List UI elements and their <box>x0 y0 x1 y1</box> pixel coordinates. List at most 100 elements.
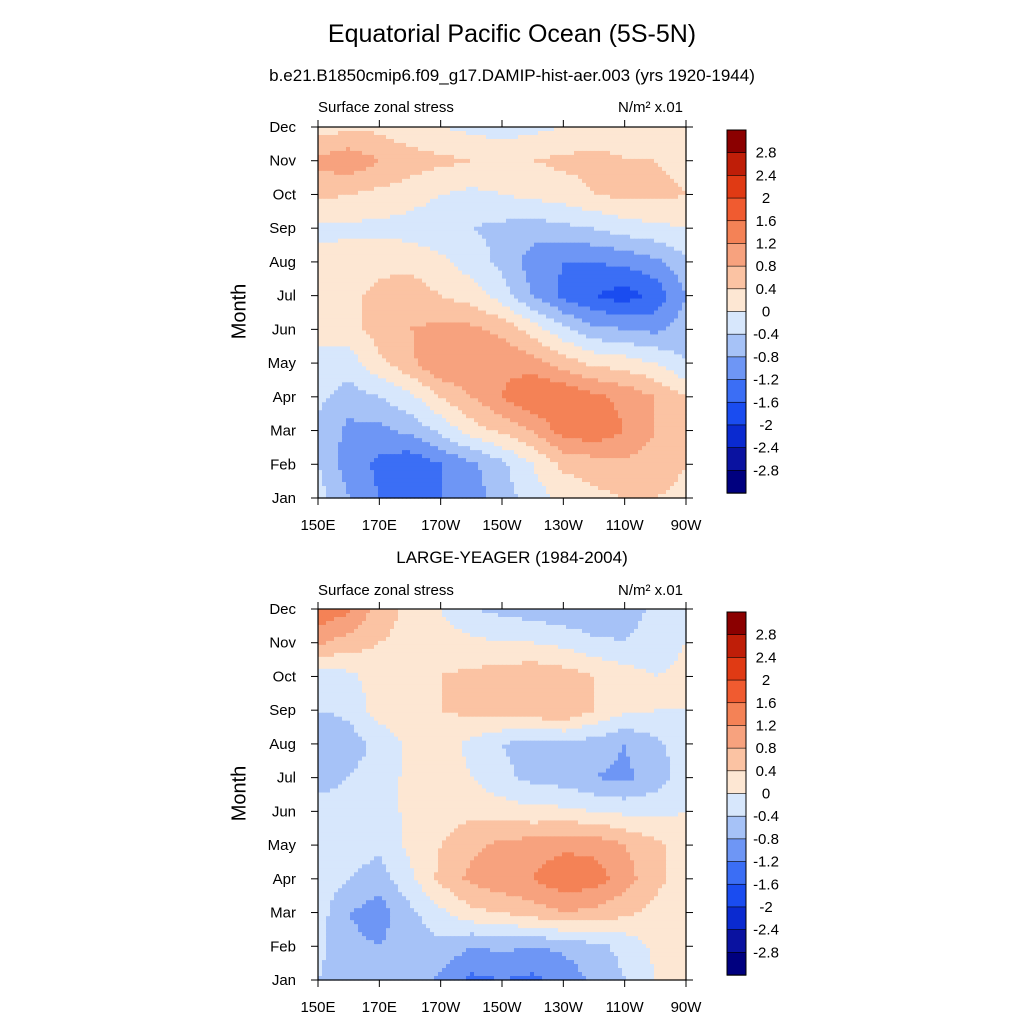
contour-cell <box>630 258 635 264</box>
contour-cell <box>522 218 527 224</box>
contour-cell <box>650 230 655 236</box>
contour-cell <box>550 134 555 140</box>
contour-cell <box>510 298 515 304</box>
contour-cell <box>522 134 527 140</box>
contour-cell <box>658 238 663 244</box>
contour-cell <box>522 162 527 168</box>
contour-cell <box>474 330 479 336</box>
contour-cell <box>410 186 415 192</box>
contour-cell <box>606 154 611 160</box>
contour-cell <box>350 278 355 284</box>
contour-cell <box>682 298 687 304</box>
contour-cell <box>430 238 435 244</box>
contour-cell <box>594 190 599 196</box>
contour-cell <box>682 282 687 288</box>
contour-cell <box>422 266 427 272</box>
contour-cell <box>534 230 539 236</box>
contour-cell <box>370 254 375 260</box>
contour-cell <box>330 178 335 184</box>
contour-cell <box>590 278 595 284</box>
contour-cell <box>682 202 687 208</box>
contour-cell <box>518 298 523 304</box>
contour-cell <box>582 338 587 344</box>
contour-cell <box>658 210 663 216</box>
contour-cell <box>482 158 487 164</box>
contour-cell <box>362 250 367 256</box>
contour-cell <box>638 186 643 192</box>
contour-cell <box>418 302 423 308</box>
contour-cell <box>466 274 471 280</box>
contour-cell <box>450 238 455 244</box>
contour-cell <box>598 310 603 316</box>
contour-cell <box>374 234 379 240</box>
contour-cell <box>478 222 483 228</box>
contour-cell <box>654 198 659 204</box>
contour-cell <box>650 326 655 332</box>
contour-cell <box>578 138 583 144</box>
contour-cell <box>478 306 483 312</box>
contour-cell <box>606 150 611 156</box>
contour-cell <box>462 286 467 292</box>
contour-cell <box>658 250 663 256</box>
contour-cell <box>378 178 383 184</box>
contour-cell <box>342 290 347 296</box>
contour-cell <box>334 266 339 272</box>
contour-cell <box>550 266 555 272</box>
contour-cell <box>386 266 391 272</box>
contour-cell <box>542 330 547 336</box>
contour-cell <box>550 274 555 280</box>
contour-cell <box>654 142 659 148</box>
contour-cell <box>534 166 539 172</box>
contour-cell <box>594 246 599 252</box>
contour-cell <box>426 294 431 300</box>
contour-cell <box>410 202 415 208</box>
contour-cell <box>334 318 339 324</box>
contour-cell <box>374 326 379 332</box>
contour-cell <box>658 198 663 204</box>
contour-cell <box>514 258 519 264</box>
contour-cell <box>666 286 671 292</box>
contour-cell <box>406 127 411 132</box>
contour-cell <box>474 254 479 260</box>
contour-cell <box>590 318 595 324</box>
contour-cell <box>362 322 367 328</box>
contour-cell <box>510 190 515 196</box>
contour-cell <box>618 218 623 224</box>
contour-cell <box>546 242 551 248</box>
contour-cell <box>346 170 351 176</box>
contour-cell <box>498 250 503 256</box>
contour-cell <box>622 142 627 148</box>
contour-cell <box>394 142 399 148</box>
contour-cell <box>582 330 587 336</box>
contour-cell <box>582 230 587 236</box>
contour-cell <box>466 150 471 156</box>
contour-cell <box>386 302 391 308</box>
contour-cell <box>590 162 595 168</box>
contour-cell <box>610 154 615 160</box>
contour-cell <box>474 127 479 132</box>
contour-cell <box>538 158 543 164</box>
contour-cell <box>454 226 459 232</box>
contour-cell <box>654 214 659 220</box>
contour-cell <box>318 322 323 328</box>
contour-cell <box>562 206 567 212</box>
contour-cell <box>378 258 383 264</box>
contour-cell <box>454 310 459 316</box>
contour-cell <box>354 262 359 268</box>
contour-cell <box>566 286 571 292</box>
contour-cell <box>370 238 375 244</box>
contour-cell <box>366 166 371 172</box>
contour-cell <box>418 127 423 132</box>
contour-cell <box>654 158 659 164</box>
contour-cell <box>630 254 635 260</box>
contour-cell <box>586 186 591 192</box>
contour-cell <box>390 286 395 292</box>
contour-cell <box>514 210 519 216</box>
contour-cell <box>538 182 543 188</box>
contour-cell <box>454 190 459 196</box>
contour-cell <box>434 162 439 168</box>
contour-cell <box>438 278 443 284</box>
contour-cell <box>674 322 679 328</box>
contour-cell <box>478 202 483 208</box>
contour-cell <box>378 234 383 240</box>
